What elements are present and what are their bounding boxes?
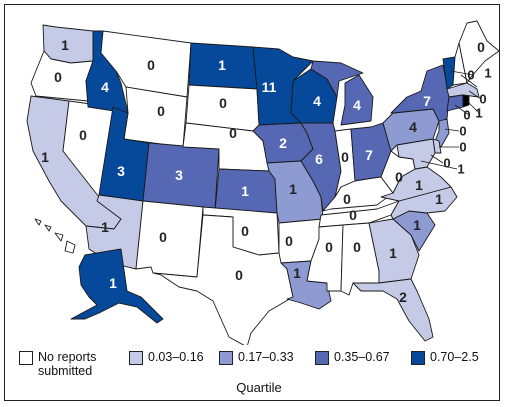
legend: No reports submitted 0.03–0.16 0.17–0.33 … <box>19 350 499 400</box>
state-MI <box>310 60 374 126</box>
callout-value-VT: 1 <box>484 66 491 81</box>
legend-item-no-reports: No reports submitted <box>19 350 96 378</box>
state-value-CA: 1 <box>41 149 49 165</box>
state-value-MI: 4 <box>353 97 361 113</box>
callout-value-NH: 0 <box>467 68 474 83</box>
state-value-FL: 2 <box>399 289 407 305</box>
state-value-AL: 0 <box>353 239 361 255</box>
state-value-ID: 4 <box>101 79 109 95</box>
state-value-NC: 1 <box>435 191 443 207</box>
state-value-AR: 0 <box>285 233 293 249</box>
legend-label: 0.03–0.16 <box>148 350 204 364</box>
callout-value-MD: 1 <box>457 162 464 177</box>
callout-leaders <box>420 70 482 170</box>
state-value-SC: 1 <box>413 217 421 233</box>
legend-label: No reports <box>38 350 97 364</box>
state-NM <box>135 200 204 278</box>
legend-swatch <box>315 351 329 365</box>
state-value-OH: 7 <box>365 147 373 163</box>
state-value-IA: 2 <box>279 135 287 151</box>
callout-value-DC: 0 <box>443 156 450 171</box>
callout-value-CT: 0 <box>463 108 470 123</box>
state-value-MN: 11 <box>262 79 277 95</box>
legend-item-q3: 0.35–0.67 <box>315 350 390 365</box>
state-value-VA: 1 <box>415 177 423 193</box>
state-value-IN: 0 <box>341 149 349 165</box>
legend-label-line2: submitted <box>38 364 93 378</box>
legend-label: 0.17–0.33 <box>238 350 294 364</box>
state-value-TN: 0 <box>349 207 357 223</box>
state-value-MO: 1 <box>289 181 297 197</box>
state-value-WI: 4 <box>313 93 321 109</box>
state-value-UT: 3 <box>117 163 125 179</box>
state-value-SD: 0 <box>219 95 227 111</box>
state-value-KS: 1 <box>241 183 249 199</box>
state-HI <box>34 218 76 254</box>
legend-item-q4: 0.70–2.5 <box>411 350 479 365</box>
state-value-PA: 4 <box>409 119 417 135</box>
state-value-IL: 6 <box>315 151 323 167</box>
legend-title: Quartile <box>236 380 282 395</box>
state-value-NY: 7 <box>423 93 431 109</box>
legend-label: 0.70–2.5 <box>430 350 479 364</box>
state-WY <box>123 86 188 148</box>
legend-item-q2: 0.17–0.33 <box>219 350 294 365</box>
state-value-WV: 0 <box>395 169 403 185</box>
legend-swatch <box>129 351 143 365</box>
state-value-ND: 1 <box>218 57 226 73</box>
state-value-WA: 1 <box>61 37 69 53</box>
state-TX <box>152 214 294 345</box>
state-value-TX: 0 <box>235 267 243 283</box>
legend-swatch <box>219 351 233 365</box>
callout-value-MA: 0 <box>479 92 486 107</box>
state-value-ME: 0 <box>477 39 485 55</box>
state-value-NV: 0 <box>79 127 87 143</box>
state-value-OK: 0 <box>241 223 249 239</box>
state-value-WY: 0 <box>157 103 165 119</box>
map-figure: 1 0 1 0 4 0 0 3 1 3 0 1 0 0 1 0 0 11 2 1 0 1 4 6 4 0 7 0 0 0 0 1 2 1 1 1 0 4 7… <box>4 4 500 401</box>
state-IL <box>300 122 342 212</box>
legend-swatch <box>411 351 425 365</box>
state-value-NM: 0 <box>159 229 167 245</box>
state-value-NE: 0 <box>229 125 237 141</box>
state-value-AK: 1 <box>109 275 117 291</box>
state-value-KY: 0 <box>343 191 351 207</box>
state-KY <box>322 176 394 212</box>
state-value-MS: 0 <box>325 239 333 255</box>
callout-value-DE: 0 <box>459 140 466 155</box>
state-value-OR: 0 <box>54 69 62 85</box>
legend-label: 0.35–0.67 <box>334 350 390 364</box>
state-value-CO: 3 <box>175 167 183 183</box>
state-RI <box>462 94 470 108</box>
state-MD <box>396 138 436 170</box>
legend-swatch <box>19 351 33 365</box>
state-value-GA: 1 <box>389 245 397 261</box>
callout-value-NJ: 0 <box>459 124 466 139</box>
state-value-LA: 1 <box>293 265 301 281</box>
state-value-MT: 0 <box>147 57 155 73</box>
legend-item-q1: 0.03–0.16 <box>129 350 204 365</box>
state-FL <box>352 278 434 342</box>
state-AK <box>70 248 164 324</box>
state-value-AZ: 1 <box>101 219 109 235</box>
callout-value-RI: 1 <box>475 106 482 121</box>
